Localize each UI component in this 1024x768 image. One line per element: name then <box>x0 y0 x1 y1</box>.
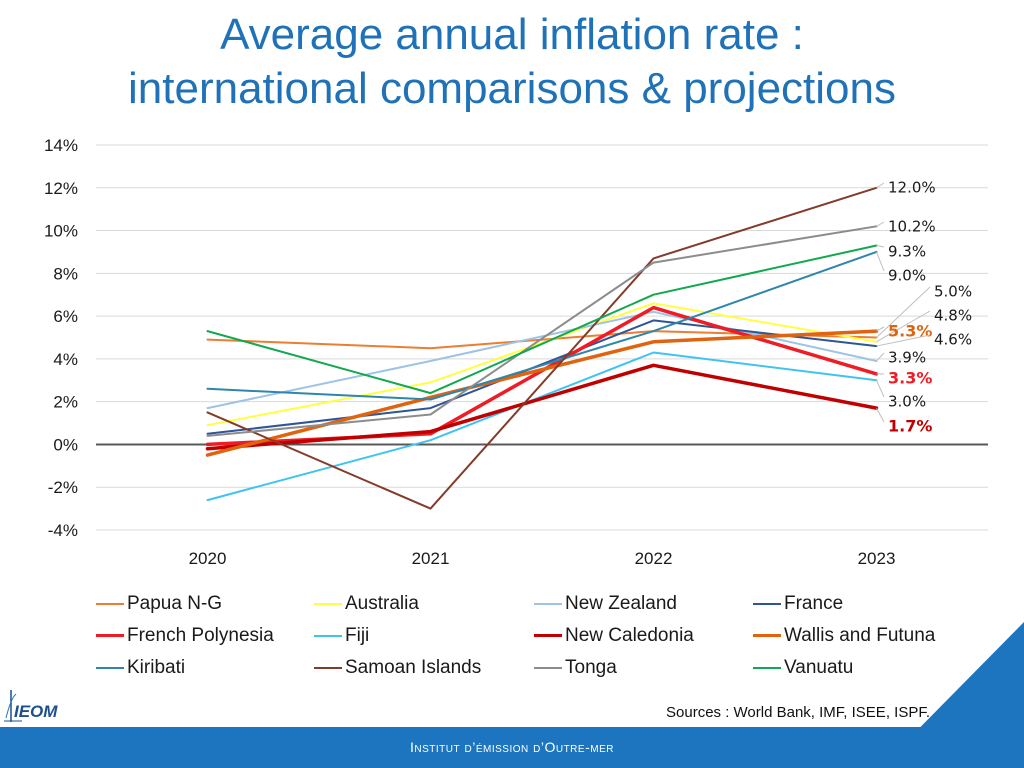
series-line <box>206 186 878 510</box>
legend-swatch <box>314 666 342 669</box>
y-tick-label: -2% <box>48 478 78 497</box>
chart-legend: Papua N-G Australia New Zealand France Frenc… <box>96 592 976 679</box>
end-value-label: 5.0% <box>934 283 972 301</box>
legend-item: Papua N-G <box>96 592 314 615</box>
legend-swatch <box>96 634 124 637</box>
end-label-leader <box>876 310 931 343</box>
end-label-leader <box>876 286 931 338</box>
series-line <box>205 305 879 447</box>
series-line <box>206 250 878 401</box>
legend-swatch <box>753 602 781 605</box>
sources-note: Sources : World Bank, IMF, ISEE, ISPF. <box>666 704 930 721</box>
end-value-label: 3.9% <box>888 349 926 367</box>
legend-swatch <box>534 602 562 605</box>
series-line <box>206 225 878 437</box>
end-value-label: 4.8% <box>934 307 972 325</box>
end-value-label: 1.7% <box>888 417 932 436</box>
series-line <box>206 351 878 502</box>
x-tick-label: 2022 <box>635 549 673 568</box>
legend-item: Kiribati <box>96 656 314 679</box>
end-value-label: 3.3% <box>888 369 932 388</box>
end-label-leader <box>876 245 885 248</box>
chart-title-line2: international comparisons & projections <box>128 64 896 113</box>
end-value-label: 10.2% <box>888 218 936 236</box>
line-chart: -4% -2% 0% 2% 4% 6% 8% 10% 12% 14% 2020 2021 2022 202… <box>44 136 988 568</box>
series-line <box>205 363 879 451</box>
legend-item: Vanuatu <box>753 656 976 679</box>
legend-swatch <box>534 666 562 669</box>
ieom-logo-icon <box>4 690 22 722</box>
footer-bar <box>0 727 1024 768</box>
legend-swatch <box>753 666 781 669</box>
y-tick-label: 0% <box>53 435 78 454</box>
legend-swatch <box>314 602 342 605</box>
legend-label: Tonga <box>565 656 617 678</box>
y-tick-label: 4% <box>53 350 78 369</box>
y-tick-label: -4% <box>48 521 78 540</box>
footer-institution: Institut d’émission d’Outre-mer <box>410 739 614 755</box>
series-line <box>206 244 878 395</box>
legend-label: Fiji <box>345 624 370 646</box>
end-value-label: 5.3% <box>888 322 932 341</box>
legend-label: Samoan Islands <box>345 656 482 678</box>
y-tick-label: 10% <box>44 222 78 241</box>
y-tick-label: 6% <box>53 307 78 326</box>
y-tick-label: 2% <box>53 393 78 412</box>
end-value-label: 9.3% <box>888 243 926 261</box>
x-tick-label: 2020 <box>189 549 227 568</box>
legend-label: France <box>784 592 844 614</box>
legend-swatch <box>753 634 781 637</box>
legend-label: New Zealand <box>565 592 677 614</box>
end-label-leader <box>876 407 885 423</box>
end-label-leader <box>876 352 885 362</box>
y-tick-label: 8% <box>53 264 78 283</box>
end-label-leader <box>876 221 885 227</box>
y-tick-label: 14% <box>44 136 78 155</box>
legend-label: French Polynesia <box>127 624 274 646</box>
legend-item: French Polynesia <box>96 624 314 647</box>
end-label-leader <box>876 334 931 347</box>
end-label-leader <box>876 251 885 272</box>
end-value-label: 9.0% <box>888 267 926 285</box>
legend-item: Fiji <box>314 624 534 647</box>
end-label-leader <box>876 380 885 398</box>
legend-swatch <box>314 634 342 637</box>
legend-item: New Caledonia <box>534 624 753 647</box>
end-label-leader <box>876 326 885 332</box>
legend-label: Kiribati <box>127 656 186 678</box>
legend-swatch <box>96 602 124 605</box>
legend-item: Wallis and Futuna <box>753 624 976 647</box>
legend-item: New Zealand <box>534 592 753 615</box>
series-line <box>206 319 878 435</box>
chart-title: Average annual inflation rate : internat… <box>0 8 1024 116</box>
legend-label: Wallis and Futuna <box>784 624 936 646</box>
legend-swatch <box>96 666 124 669</box>
legend-label: Papua N-G <box>127 592 223 614</box>
legend-item: Australia <box>314 592 534 615</box>
x-tick-label: 2023 <box>858 549 896 568</box>
legend-label: New Caledonia <box>565 624 694 646</box>
legend-item: Tonga <box>534 656 753 679</box>
logo-text: IEOM <box>14 702 58 721</box>
legend-label: Vanuatu <box>784 656 854 678</box>
legend-item: France <box>753 592 976 615</box>
end-value-label: 4.6% <box>934 331 972 349</box>
y-tick-label: 12% <box>44 179 78 198</box>
series-line <box>205 329 879 457</box>
end-value-label: 3.0% <box>888 393 926 411</box>
legend-label: Australia <box>345 592 419 614</box>
legend-item: Samoan Islands <box>314 656 534 679</box>
legend-swatch <box>534 634 562 637</box>
chart-title-line1: Average annual inflation rate : <box>220 10 804 59</box>
x-tick-label: 2021 <box>412 549 450 568</box>
end-label-leader <box>876 182 885 189</box>
end-value-label: 12.0% <box>888 179 936 197</box>
